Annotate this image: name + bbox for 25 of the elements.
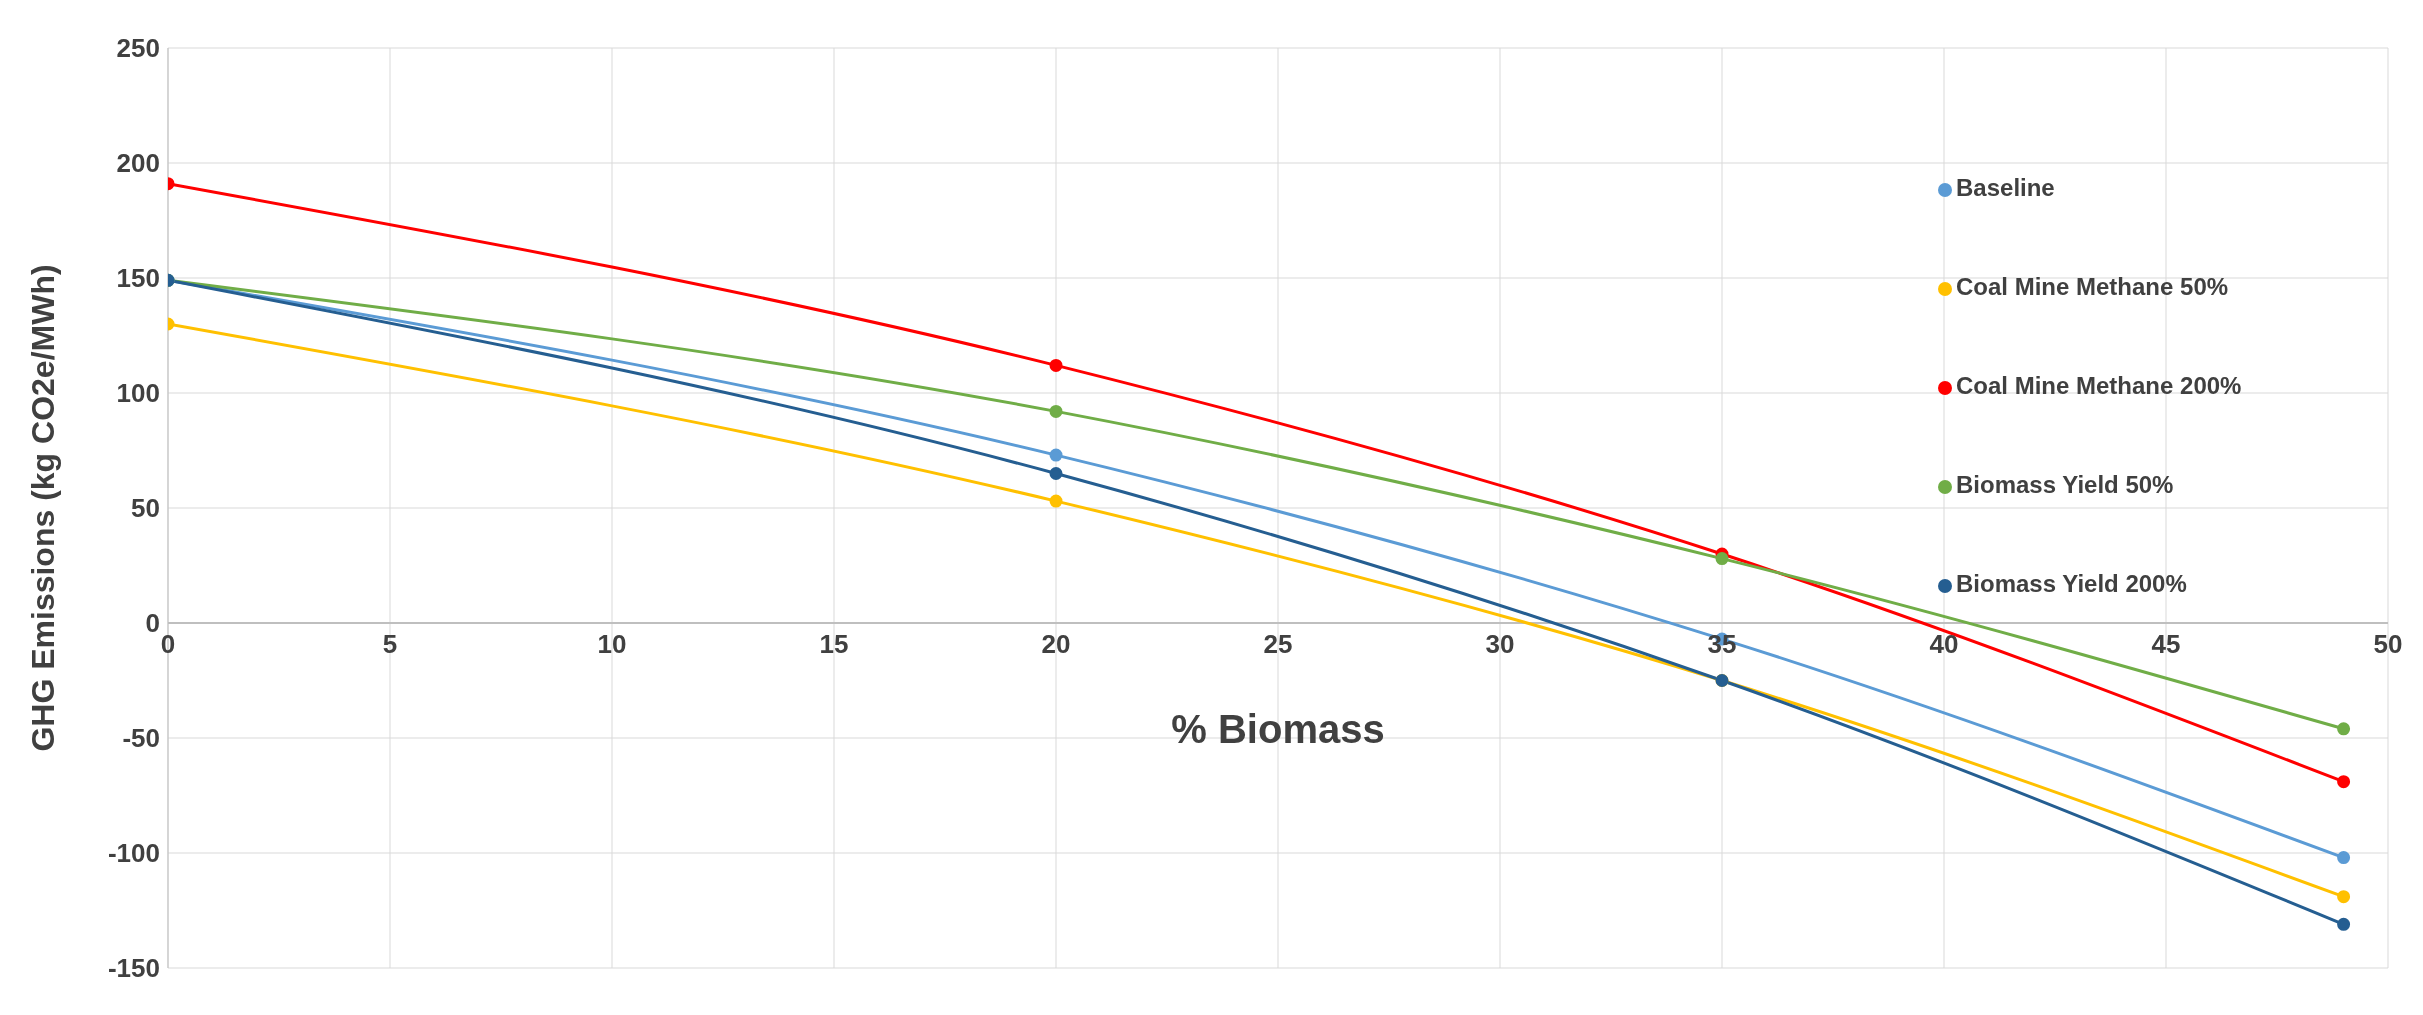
y-tick-label: 150 (116, 263, 160, 294)
y-tick-label: 200 (116, 148, 160, 179)
x-tick-label: 15 (819, 629, 849, 659)
x-tick-label: 45 (2151, 629, 2181, 659)
y-tick-label: 250 (116, 33, 160, 64)
x-tick-label: 20 (1041, 629, 1071, 659)
legend-label: Coal Mine Methane 50% (1956, 273, 2229, 300)
x-tick-label: 30 (1485, 629, 1515, 659)
x-tick-label: 50 (2373, 629, 2403, 659)
x-tick-label: 25 (1263, 629, 1293, 659)
y-tick-label: -150 (107, 953, 160, 984)
legend-label: Baseline (1956, 174, 2055, 201)
y-tick-label: 100 (116, 378, 160, 409)
y-tick-label: -100 (107, 838, 160, 869)
y-tick-label: 50 (131, 493, 160, 524)
y-tick-label: 0 (145, 608, 160, 639)
legend-label: Biomass Yield 50% (1956, 471, 2174, 498)
x-tick-label: 10 (597, 629, 627, 659)
y-axis-title: GHG Emissions (kg CO2e/MWh) (25, 264, 62, 752)
y-tick-label: -50 (122, 723, 160, 754)
x-axis-title: % Biomass (1171, 707, 1385, 751)
legend-label: Biomass Yield 200% (1956, 570, 2187, 597)
x-tick-label: 40 (1929, 629, 1959, 659)
x-tick-label: 5 (382, 629, 398, 659)
legend-label: Coal Mine Methane 200% (1956, 372, 2242, 399)
